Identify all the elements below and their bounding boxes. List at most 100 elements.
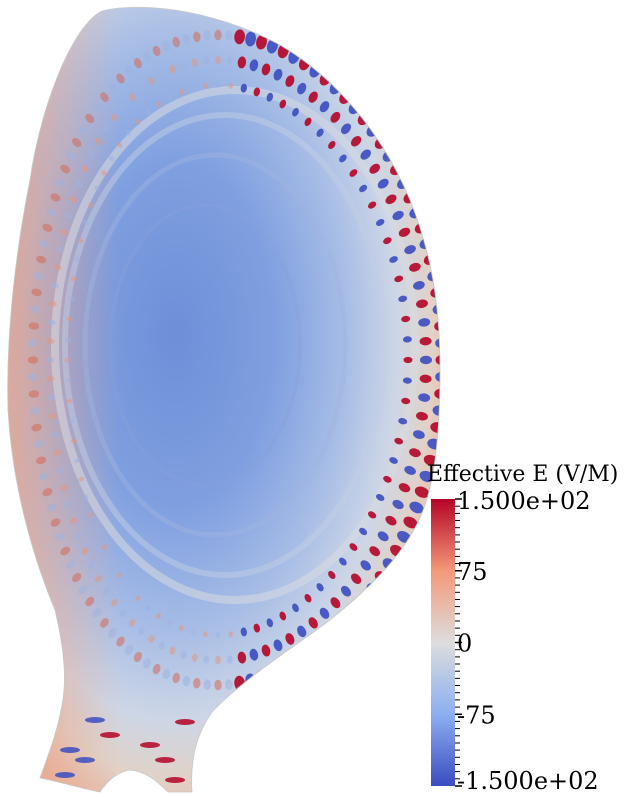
wave-blob [348, 605, 362, 620]
wave-blob [261, 644, 271, 657]
divertor-streak [175, 719, 195, 725]
wave-blob [359, 527, 368, 536]
wave-blob [56, 467, 65, 474]
wave-blob [138, 84, 145, 93]
wave-blob [55, 178, 65, 188]
wave-blob [64, 357, 72, 363]
colorbar-tick-label: 1.500e+02 [457, 487, 591, 515]
divertor-streak [155, 757, 175, 763]
wave-blob [78, 585, 88, 595]
wave-blob [108, 155, 115, 162]
wave-blob [432, 303, 441, 315]
wave-blob [66, 151, 76, 160]
wave-blob [214, 679, 222, 691]
wave-blob [249, 648, 259, 661]
wave-blob [359, 184, 368, 193]
wave-blob [319, 607, 330, 619]
wave-blob [46, 375, 55, 382]
wave-blob [110, 113, 118, 122]
wave-blob [404, 465, 416, 475]
wave-blob [108, 558, 115, 565]
wave-blob [88, 512, 95, 518]
wave-blob [33, 272, 44, 280]
wave-blob [50, 431, 59, 438]
wave-blob [249, 59, 259, 72]
wave-blob [330, 597, 341, 609]
colorbar-tick-label: 75 [457, 558, 488, 586]
wave-blob [409, 501, 424, 514]
wave-blob [33, 440, 44, 448]
wave-blob [215, 55, 221, 65]
colorbar-tick-label: -1.500e+02 [457, 767, 599, 795]
wave-blob [85, 113, 95, 124]
wave-blob [50, 193, 61, 202]
wave-blob [349, 543, 358, 551]
wave-blob [42, 223, 53, 232]
wave-blob [403, 356, 413, 364]
wave-blob [385, 194, 397, 205]
wave-blob [398, 227, 411, 237]
wave-blob [225, 30, 233, 41]
wave-blob [125, 65, 134, 76]
wave-blob [367, 511, 377, 519]
wave-blob [29, 407, 41, 415]
wave-blob [70, 438, 77, 444]
wave-blob [392, 210, 404, 221]
wave-blob [117, 572, 123, 578]
wave-blob [28, 390, 40, 398]
wave-blob [94, 528, 101, 535]
wave-blob [402, 377, 412, 384]
wave-blob [203, 30, 212, 41]
wave-blob [409, 262, 421, 272]
wave-blob [167, 619, 172, 626]
wave-blob [148, 77, 155, 86]
colorbar: Effective E (V/M) 1.500e+02 75 0 -75 -1.500e… [427, 462, 618, 795]
wave-blob [75, 180, 83, 188]
wave-blob [404, 245, 416, 255]
wave-blob [172, 672, 180, 684]
wave-blob [100, 92, 109, 102]
wave-blob [328, 570, 336, 580]
wave-blob [297, 625, 307, 638]
wave-blob [228, 631, 234, 638]
colorbar-tick-label: -75 [457, 701, 496, 729]
wave-blob [225, 679, 233, 690]
wave-blob [66, 316, 73, 322]
wave-blob [279, 99, 287, 109]
wave-blob [214, 29, 222, 41]
wave-blob [55, 532, 65, 542]
wave-blob [60, 164, 71, 174]
wave-blob [35, 456, 47, 465]
wave-blob [339, 154, 347, 163]
wave-blob [27, 373, 39, 381]
wave-blob [190, 628, 196, 635]
divertor-streak [85, 717, 105, 723]
wave-blob [180, 61, 187, 70]
wave-blob [119, 102, 127, 111]
wave-blob [66, 398, 73, 404]
wave-blob [237, 56, 247, 69]
wave-blob [394, 437, 404, 445]
wave-blob [135, 118, 141, 125]
wave-blob [82, 220, 89, 225]
wave-blob [418, 318, 431, 327]
wave-blob [215, 631, 221, 639]
wave-blob [403, 516, 418, 529]
wave-blob [65, 378, 72, 383]
wave-blob [70, 276, 77, 282]
wave-blob [245, 31, 256, 47]
wave-blob [309, 642, 322, 657]
wave-blob [401, 397, 411, 405]
wave-blob [95, 575, 103, 583]
wave-blob [72, 573, 82, 582]
wave-blob [253, 623, 260, 633]
divertor-streak [165, 777, 185, 783]
wave-blob [190, 85, 196, 92]
wave-blob [68, 418, 75, 424]
wave-blob [377, 531, 389, 542]
wave-blob [125, 644, 134, 655]
wave-blob [31, 423, 42, 432]
wave-blob [158, 641, 165, 650]
wave-blob [416, 299, 428, 309]
wave-blob [60, 229, 69, 236]
